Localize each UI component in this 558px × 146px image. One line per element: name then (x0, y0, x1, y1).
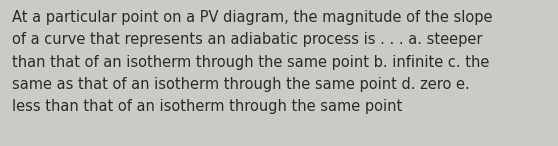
Text: At a particular point on a PV diagram, the magnitude of the slope
of a curve tha: At a particular point on a PV diagram, t… (12, 10, 493, 114)
